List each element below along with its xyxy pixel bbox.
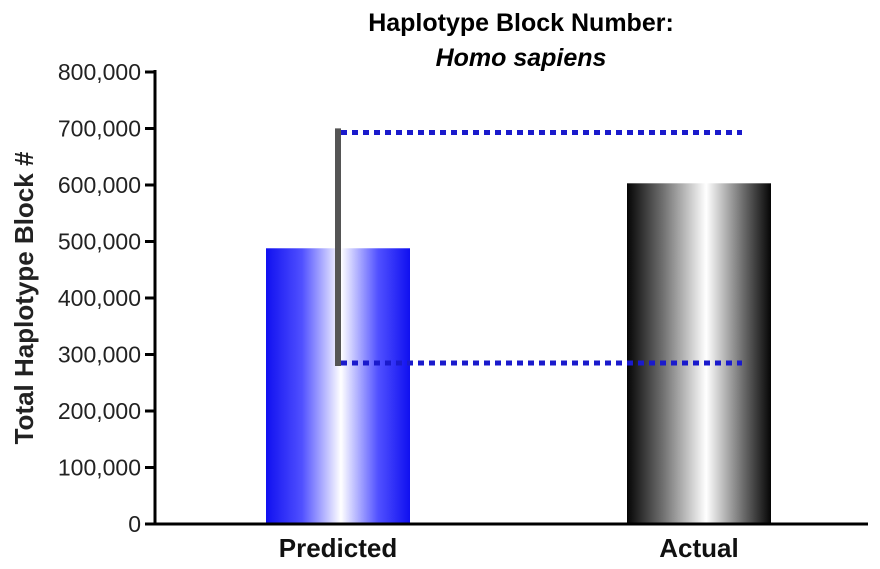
chart-subtitle: Homo sapiens: [436, 44, 607, 72]
x-axis-labels: Predicted Actual: [279, 533, 739, 563]
y-tick-label: 400,000: [58, 285, 141, 311]
overlays: [335, 128, 742, 366]
y-tick-label: 0: [128, 511, 141, 537]
y-tick-label: 200,000: [58, 398, 141, 424]
y-tick-label: 800,000: [58, 59, 141, 85]
y-tick-label: 600,000: [58, 172, 141, 198]
bars: [266, 183, 771, 524]
y-tick-label: 500,000: [58, 229, 141, 255]
x-tick-label-actual: Actual: [659, 533, 738, 563]
x-tick-label-predicted: Predicted: [279, 533, 398, 563]
y-tick-label: 300,000: [58, 342, 141, 368]
y-axis-ticks: 0 100,000 200,000 300,000 400,000 500,000 600,…: [58, 59, 155, 537]
y-axis-label: Total Haplotype Block #: [9, 151, 39, 444]
y-tick-label: 100,000: [58, 455, 141, 481]
bar-actual: [627, 183, 771, 524]
y-tick-label: 700,000: [58, 116, 141, 142]
chart-title: Haplotype Block Number:: [368, 9, 674, 37]
